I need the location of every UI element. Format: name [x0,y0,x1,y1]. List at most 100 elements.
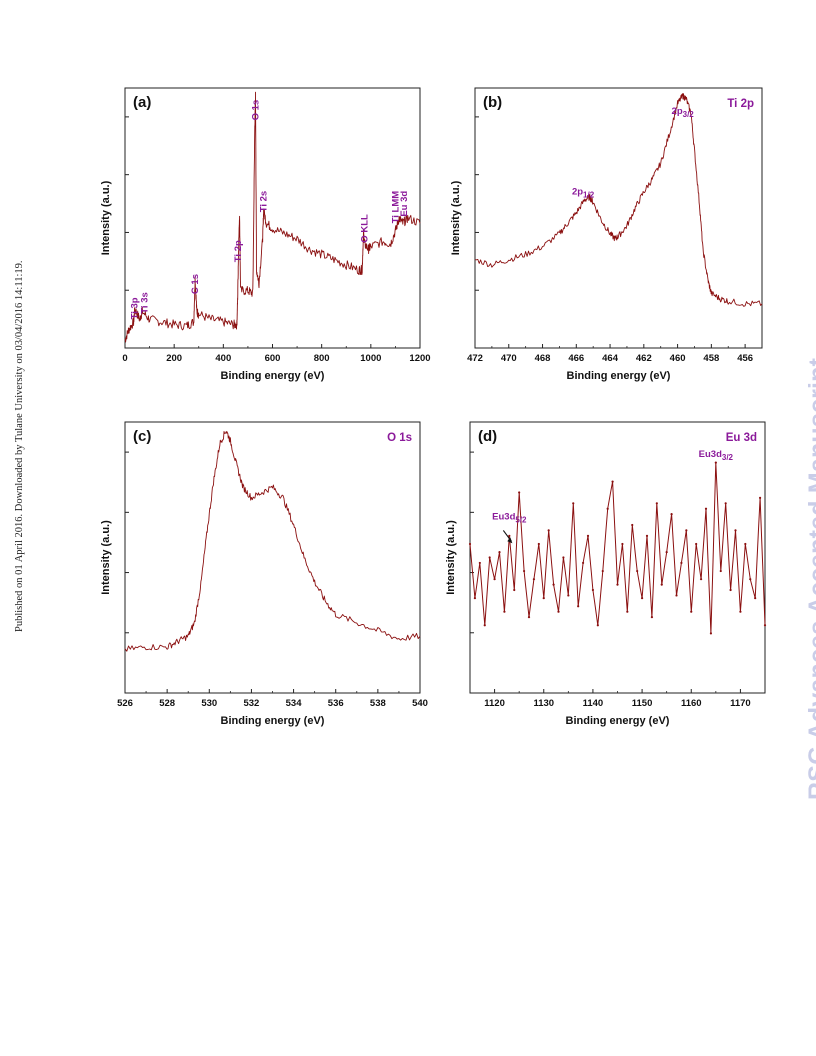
data-point [488,556,491,559]
panel-title: Ti 2p [727,98,754,110]
data-point [636,569,639,573]
x-tick-label: 466 [568,353,584,364]
panel-label: (d) [478,428,497,445]
plot-frame [469,421,766,694]
data-point [552,583,555,586]
x-tick-label: 526 [117,698,133,709]
data-point [562,556,565,559]
peak-label: Eu3d3/2 [699,449,734,462]
x-tick-label: 1200 [409,353,430,364]
x-tick-label: 600 [265,353,281,364]
data-point [719,569,722,573]
chart-panel-1: 0 200 400 600 800 1000 1200 Binding energy (eV)… [100,87,431,382]
data-point [660,583,663,586]
data-point [670,513,673,516]
chart-panel-4: 1120 1130 1140 1150 1160 1170 Binding energy (… [445,421,767,727]
spectrum-line-1 [124,431,421,652]
peak-label: Eu 3d [399,191,410,217]
data-point [763,624,767,627]
data-point [680,561,683,565]
spectrum-line-1 [475,93,763,307]
data-point [547,529,550,532]
peak-label: Ti 2p [233,240,244,262]
data-point [478,561,481,565]
panel-label: (a) [133,94,151,111]
x-tick-label: 458 [703,353,719,364]
arrow-head [507,537,513,544]
x-tick-label: 1140 [583,698,604,709]
data-point [586,534,590,537]
data-point [695,542,698,546]
x-axis-title: Binding energy (eV) [221,370,325,382]
data-point [532,578,536,581]
x-tick-label: 460 [670,353,686,364]
data-point [724,502,727,505]
plot-frame [474,87,763,349]
spectrum-line-1 [124,91,421,343]
data-point [744,542,747,546]
data-point [621,542,624,546]
data-point [572,502,575,505]
data-point [508,534,511,537]
x-tick-label: 1150 [632,698,653,709]
x-tick-label: 462 [636,353,652,364]
y-axis-title: Intensity (a.u.) [445,520,457,595]
x-tick-label: 536 [328,698,344,709]
data-point [754,597,757,600]
data-point [513,588,516,592]
peak-label: 2p3/2 [672,106,695,119]
data-point [690,610,693,613]
peak-label: O KLL [360,214,371,243]
data-point [503,610,506,613]
data-point [665,550,668,554]
x-tick-label: 528 [159,698,175,709]
x-tick-label: 532 [243,698,259,709]
x-tick-label: 200 [166,353,182,364]
x-tick-label: 1160 [681,698,702,709]
peak-label: 2p1/2 [572,187,595,200]
x-tick-label: 540 [412,698,428,709]
y-axis-title: Intensity (a.u.) [450,180,462,255]
data-point [527,616,531,619]
data-point [758,496,762,499]
x-tick-label: 534 [286,698,303,709]
data-point [675,594,678,597]
data-point [567,594,570,597]
peak-label: Ti LMM [390,191,401,224]
data-point [601,569,604,573]
data-point [522,569,526,573]
x-tick-label: 0 [122,353,127,364]
peak-label: Ti 3s [140,292,151,313]
data-point [645,534,649,537]
x-tick-label: 1170 [730,698,751,709]
peak-label: Eu3d5/2 [492,512,527,525]
peak-label: C 1s [190,274,201,294]
peak-label: Ti 3p [129,297,140,319]
peak-label: Ti 2s [259,191,270,212]
data-point [714,461,717,464]
panel-label: (c) [133,428,151,445]
data-point [581,561,585,565]
spectrum-line-1 [469,462,766,634]
x-tick-label: 538 [370,698,386,709]
data-point [468,542,472,546]
data-point [611,480,614,483]
data-point [596,624,599,627]
panel-title: O 1s [387,432,412,444]
data-point [626,610,629,613]
data-point [493,578,496,581]
data-point [473,597,477,600]
data-point [518,491,521,494]
data-point [640,597,644,600]
data-point [498,550,501,554]
x-axis-title: Binding energy (eV) [566,715,670,727]
data-point [699,578,703,581]
x-tick-label: 400 [215,353,231,364]
x-tick-label: 464 [602,353,619,364]
data-point [483,624,486,627]
plot-frame [124,421,421,694]
x-axis-title: Binding energy (eV) [567,370,671,382]
y-axis-title: Intensity (a.u.) [100,520,112,595]
data-point [616,583,619,586]
